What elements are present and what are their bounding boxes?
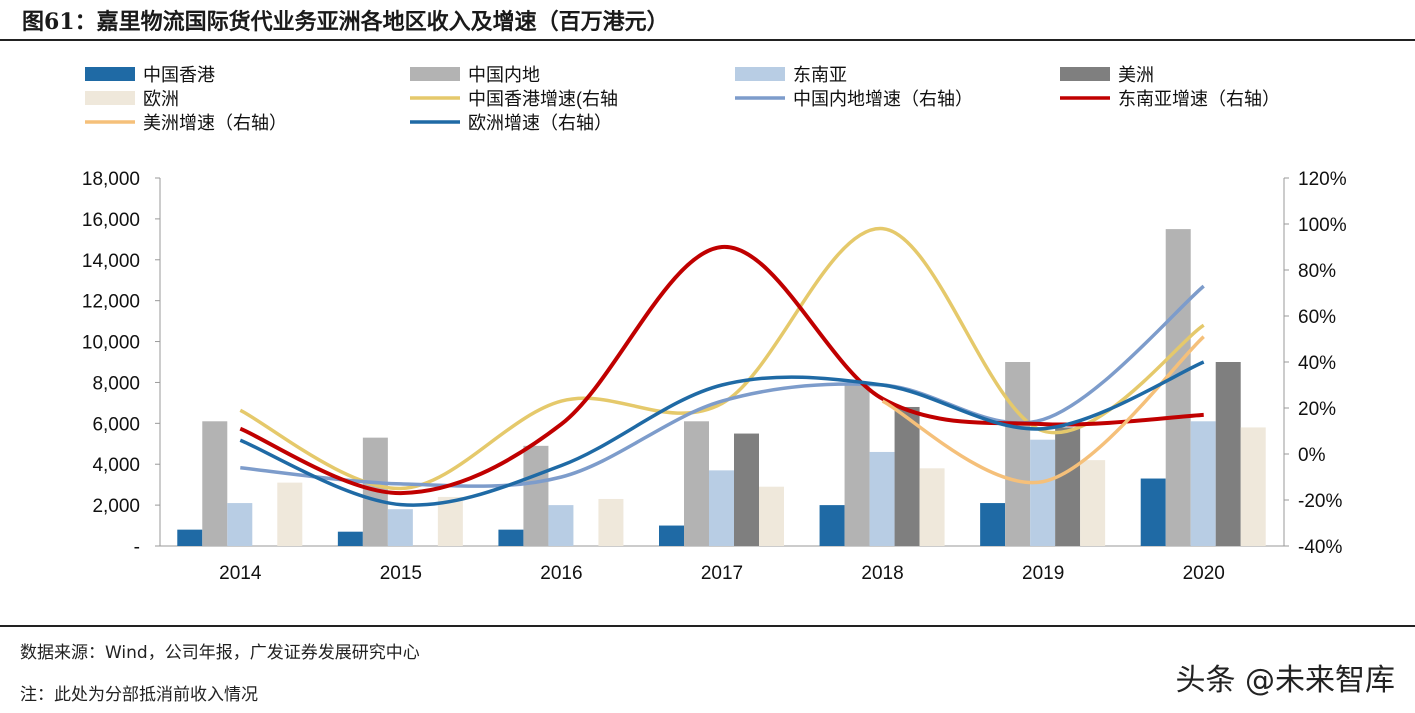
bar-4 [598, 498, 624, 546]
bar-2 [869, 451, 895, 546]
bar-1 [1165, 229, 1191, 546]
bar-4 [1080, 460, 1106, 546]
left-tick-label: 18,000 [82, 169, 140, 190]
watermark: 头条 @未来智库 [1175, 663, 1395, 698]
line-series-1 [240, 284, 1205, 488]
bar-4 [1240, 427, 1266, 546]
legend-swatch [410, 67, 460, 81]
legend-label: 中国内地 [468, 65, 540, 85]
legend-label: 欧洲增速（右轴） [468, 113, 612, 133]
note-text: 注：此处为分部抵消前收入情况 [20, 685, 258, 705]
legend-swatch [85, 67, 135, 81]
line-series-2 [239, 244, 1204, 496]
bar-0 [498, 529, 524, 546]
bar-2 [1030, 439, 1056, 546]
bar-3 [894, 406, 920, 546]
chart: - 2,000 4,000 6,000 8,000 10,000 12,000 14,000 1… [82, 65, 1347, 584]
legend-label: 中国香港 [143, 65, 215, 85]
bar-0 [659, 525, 684, 546]
line-series-3 [881, 335, 1205, 485]
legend-swatch [735, 67, 785, 81]
bar-2 [227, 503, 253, 546]
bar-0 [819, 505, 845, 546]
left-tick-label: 14,000 [82, 251, 140, 272]
bar-2 [1190, 421, 1216, 546]
line-series-4 [239, 360, 1205, 507]
bar-2 [387, 509, 413, 546]
x-tick-label: 2018 [861, 563, 903, 584]
bar-0 [337, 531, 363, 546]
legend-swatch [85, 91, 135, 105]
legend-label: 美洲增速（右轴） [143, 113, 287, 133]
left-tick-label: - [134, 537, 140, 558]
bar-1 [523, 445, 549, 546]
x-tick-label: 2014 [219, 563, 262, 584]
right-tick-label: 20% [1298, 399, 1336, 420]
x-tick-label: 2015 [380, 563, 422, 584]
legend-label: 东南亚增速（右轴） [1118, 89, 1280, 109]
left-tick-label: 16,000 [82, 210, 140, 231]
bar-1 [844, 384, 870, 546]
x-tick-label: 2020 [1183, 563, 1225, 584]
bar-1 [202, 421, 228, 546]
bar-0 [177, 529, 203, 546]
footer-divider [0, 625, 1415, 627]
bar-0 [1140, 478, 1166, 546]
bar-1 [1005, 362, 1031, 546]
legend-label: 欧洲 [143, 89, 179, 109]
left-tick-label: 8,000 [92, 373, 140, 394]
legend-label: 中国香港增速(右轴 [468, 89, 618, 109]
bar-3 [734, 433, 759, 546]
bar-4 [759, 486, 784, 546]
legend-label: 东南亚 [793, 65, 847, 85]
right-tick-label: 120% [1298, 169, 1347, 190]
left-tick-label: 6,000 [92, 414, 140, 435]
bar-3 [1215, 362, 1241, 546]
bar-3 [1055, 427, 1081, 546]
legend-label: 美洲 [1118, 65, 1154, 85]
bar-0 [980, 503, 1006, 546]
right-tick-label: 100% [1298, 215, 1347, 236]
right-tick-label: 60% [1298, 307, 1336, 328]
chart-title: 图61：嘉里物流国际货代业务亚洲各地区收入及增速（百万港元） [22, 9, 669, 35]
left-tick-label: 12,000 [82, 292, 140, 313]
bar-1 [684, 421, 709, 546]
left-tick-label: 2,000 [92, 496, 140, 517]
left-tick-label: 4,000 [92, 455, 140, 476]
x-tick-label: 2017 [701, 563, 743, 584]
right-tick-label: 40% [1298, 353, 1336, 374]
line-series-0 [239, 226, 1205, 491]
right-tick-label: 0% [1298, 445, 1326, 466]
x-tick-label: 2019 [1022, 563, 1064, 584]
legend-swatch [1060, 67, 1110, 81]
bar-4 [277, 482, 303, 546]
legend-label: 中国内地增速（右轴） [793, 89, 973, 109]
right-tick-label: 80% [1298, 261, 1336, 282]
title-divider [0, 39, 1415, 41]
left-tick-label: 10,000 [82, 333, 140, 354]
right-tick-label: -20% [1298, 491, 1342, 512]
right-tick-label: -40% [1298, 537, 1342, 558]
bar-2 [548, 505, 574, 546]
x-tick-label: 2016 [540, 563, 582, 584]
bar-4 [437, 496, 463, 546]
bar-4 [919, 468, 945, 546]
source-text: 数据来源：Wind，公司年报，广发证券发展研究中心 [20, 643, 420, 663]
bar-2 [709, 470, 734, 546]
